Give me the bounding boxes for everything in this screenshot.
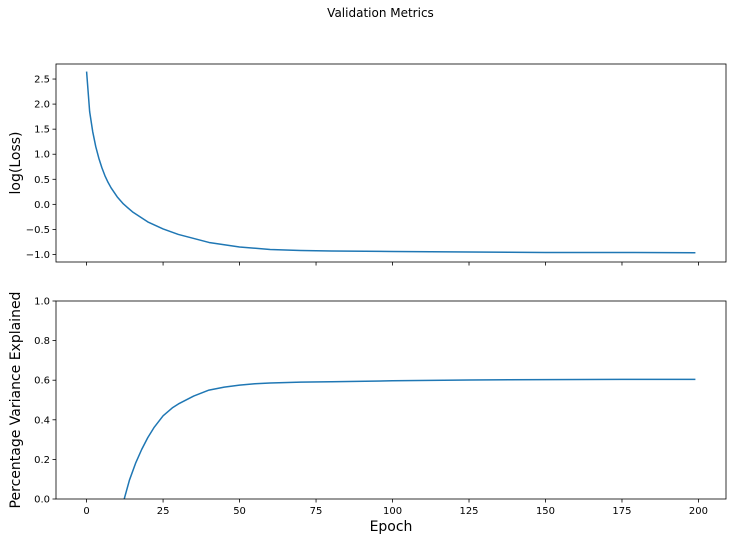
axes-frame	[55, 300, 727, 500]
y-tick-label: 0.5	[34, 175, 50, 186]
axes-frame	[55, 63, 727, 263]
x-tick-label: 25	[157, 506, 170, 517]
y-tick-label: −0.5	[26, 225, 50, 236]
x-tick-label: 150	[536, 506, 555, 517]
y-axis-label: log(Loss)	[8, 132, 24, 195]
y-axis-label: Percentage Variance Explained	[8, 292, 24, 509]
x-tick-label: 0	[83, 506, 89, 517]
y-tick-label: 0.0	[34, 495, 50, 506]
y-tick-label: 1.0	[34, 150, 50, 161]
x-axis-label: Epoch	[370, 519, 413, 535]
y-tick-label: 1.0	[34, 297, 50, 308]
y-tick-label: 0.6	[34, 376, 50, 387]
x-tick-label: 100	[383, 506, 402, 517]
y-tick-label: 0.0	[34, 200, 50, 211]
y-tick-label: 2.5	[34, 75, 50, 86]
y-tick-label: 0.8	[34, 336, 50, 347]
figure-title: Validation Metrics	[327, 6, 434, 20]
x-tick-label: 75	[310, 506, 323, 517]
y-tick-label: 2.0	[34, 100, 50, 111]
series-line-1-0	[123, 378, 696, 499]
y-tick-label: −1.0	[26, 250, 50, 261]
series-line-0-0	[85, 71, 696, 254]
loss-panel: −1.0 −0.5 0.0 0.5 1.0 1.5 2.0 2.5 log(Loss)	[8, 63, 727, 266]
x-tick-label: 200	[689, 506, 708, 517]
y-tick-label: 0.4	[34, 415, 50, 426]
x-tick-label: 50	[233, 506, 246, 517]
x-tick-label: 175	[612, 506, 631, 517]
y-tick-label: 0.2	[34, 455, 50, 466]
y-tick-label: 1.5	[34, 125, 50, 136]
x-tick-label: 125	[459, 506, 478, 517]
variance-panel: 0.0 0.2 0.4 0.6 0.8 1.0 0 25 50 75 100 125 150 175 200…	[8, 292, 727, 535]
